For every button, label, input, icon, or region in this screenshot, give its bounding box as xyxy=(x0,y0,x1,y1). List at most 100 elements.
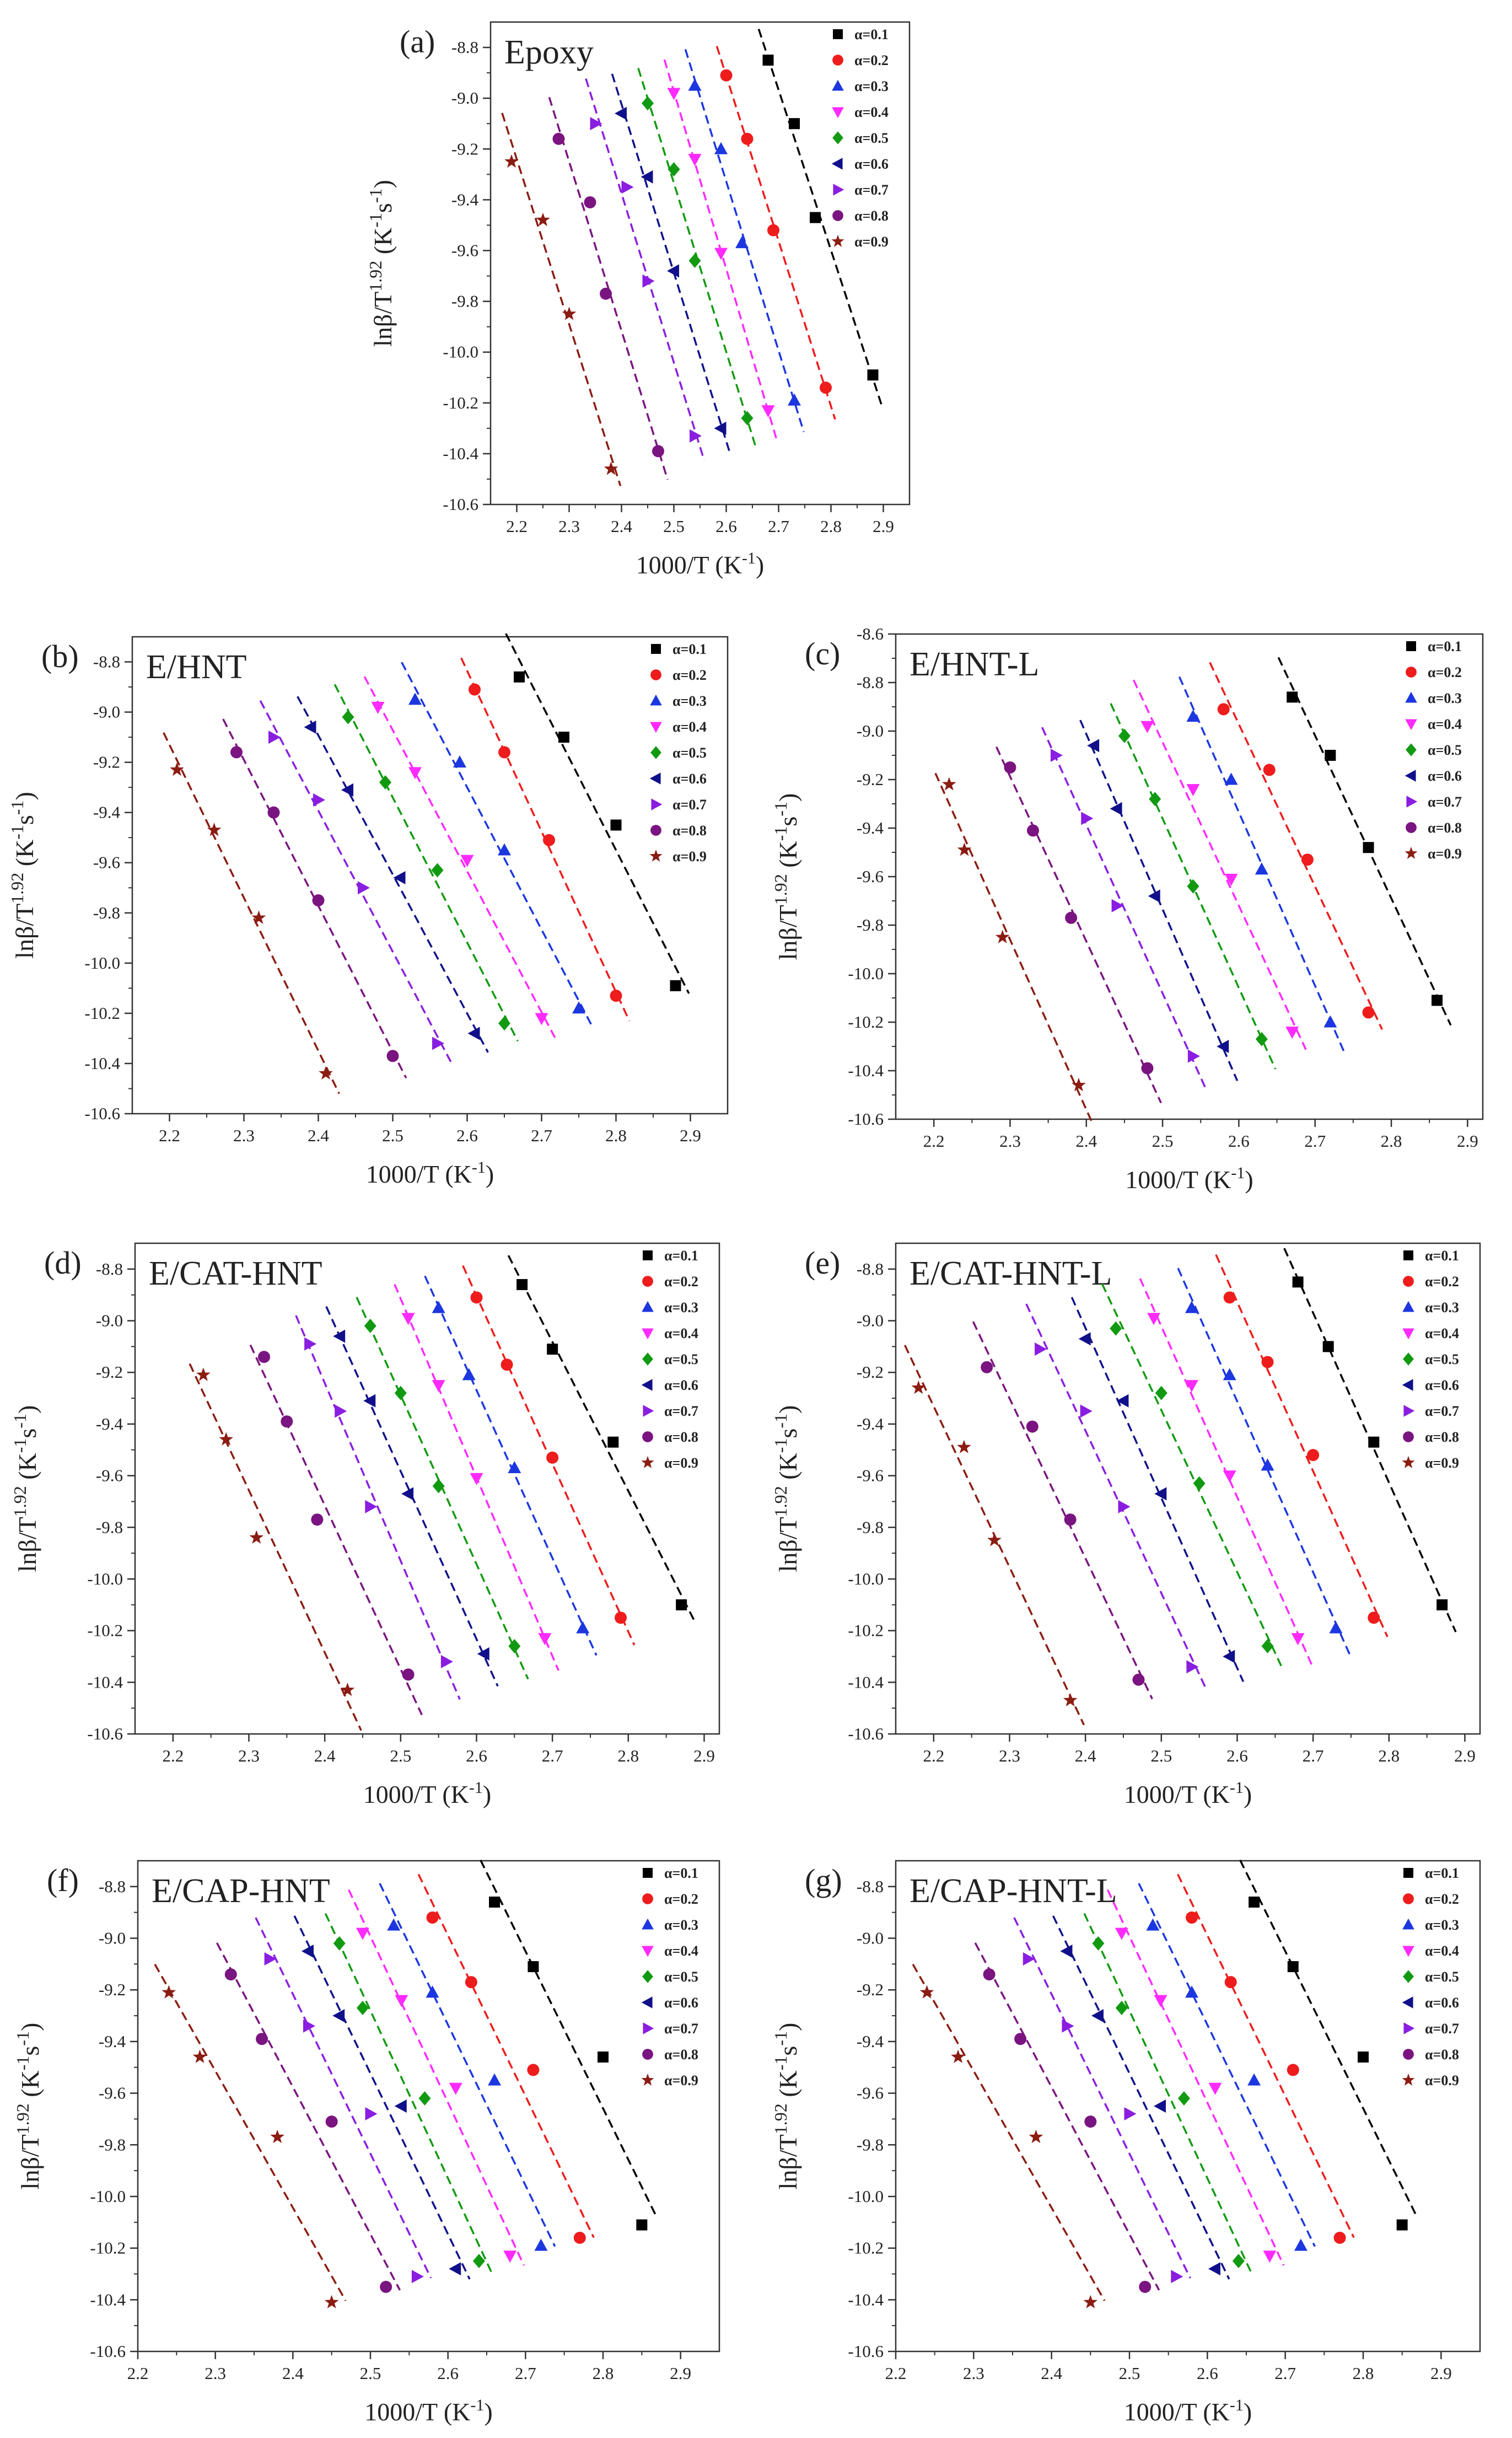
data-point xyxy=(1004,761,1016,774)
data-point xyxy=(534,2238,548,2251)
data-point xyxy=(503,2251,517,2263)
y-axis-label-mid: (K xyxy=(774,1453,802,1486)
x-axis-label-end: ) xyxy=(1244,1780,1252,1808)
data-point xyxy=(304,1337,317,1351)
data-point xyxy=(230,746,243,759)
data-point xyxy=(432,1037,444,1050)
fit-line xyxy=(1041,727,1208,1092)
y-tick-label: -10.0 xyxy=(90,2187,126,2206)
x-axis-label: 1000/T (K-1) xyxy=(363,1779,491,1808)
legend-label: α=0.8 xyxy=(664,2047,698,2063)
y-tick-label: -10.0 xyxy=(848,2187,884,2206)
data-point xyxy=(652,445,664,458)
data-point xyxy=(394,1386,407,1400)
data-point xyxy=(514,671,525,683)
fit-line xyxy=(293,1915,471,2280)
x-tick-label: 2.7 xyxy=(542,1746,563,1765)
legend-label: α=0.2 xyxy=(1428,664,1462,680)
legend-marker xyxy=(1402,1456,1415,1468)
data-point xyxy=(1232,2254,1245,2269)
fit-line xyxy=(255,1917,432,2279)
legend-label: α=0.5 xyxy=(672,745,707,761)
x-tick-label: 2.3 xyxy=(238,1746,260,1765)
data-point xyxy=(1186,710,1200,722)
y-tick-label: -9.0 xyxy=(451,88,478,108)
data-point xyxy=(498,1016,510,1031)
fit-line xyxy=(1177,1268,1350,1655)
x-tick-label: 2.5 xyxy=(1152,1131,1174,1151)
series-α=0.8 xyxy=(995,746,1162,1104)
y-tick-label: -10.4 xyxy=(87,1672,123,1691)
chart-panel-b: 2.2 2.3 2.4 2.5 2.6 2.7 2.8 2.9 -10.6 -10.4 -10.2 -… xyxy=(7,633,729,1188)
data-point xyxy=(379,775,391,790)
data-point xyxy=(489,1896,501,1908)
fit-line xyxy=(324,1913,494,2276)
series-α=0.1 xyxy=(1283,1248,1457,1633)
x-tick-label: 2.5 xyxy=(1119,2364,1140,2383)
data-point xyxy=(270,2129,285,2144)
data-point xyxy=(1026,824,1039,837)
legend-label: α=0.5 xyxy=(1425,1351,1459,1367)
y-tick-label: -10.4 xyxy=(848,1061,884,1080)
legend-label: α=0.5 xyxy=(1428,742,1462,758)
y-axis-label-main: lnβ/T xyxy=(16,2134,44,2189)
legend-marker xyxy=(831,234,844,247)
x-tick-label: 2.3 xyxy=(963,2364,984,2383)
data-point xyxy=(411,2270,424,2284)
data-point xyxy=(584,196,596,208)
series-α=0.2 xyxy=(1209,662,1384,1030)
data-point xyxy=(1147,1313,1161,1325)
series-α=0.8 xyxy=(216,1942,401,2293)
y-tick-label: -9.2 xyxy=(857,770,884,789)
x-axis-label-main: 1000/T (K xyxy=(636,551,742,579)
x-tick-label: 2.7 xyxy=(531,1126,552,1145)
x-axis-label: 1000/T (K-1) xyxy=(364,2396,492,2426)
data-point xyxy=(741,411,754,426)
legend-marker xyxy=(1403,1431,1414,1442)
data-point xyxy=(453,755,466,768)
series-α=0.7 xyxy=(255,1917,432,2284)
x-tick-label: 2.4 xyxy=(611,517,632,536)
y-tick-label: -9.6 xyxy=(857,2083,884,2103)
data-point xyxy=(810,212,821,223)
y-tick-label: -10.6 xyxy=(90,2342,126,2361)
data-point xyxy=(1223,1291,1236,1304)
legend-marker xyxy=(1402,1946,1414,1957)
data-point xyxy=(251,910,266,924)
data-point xyxy=(498,746,510,759)
legend-label: α=0.7 xyxy=(1428,794,1462,810)
series-α=0.5 xyxy=(333,684,519,1042)
panel-label: (d) xyxy=(44,1245,82,1281)
legend-marker xyxy=(1402,1328,1414,1340)
legend-marker xyxy=(641,1456,654,1468)
data-point xyxy=(1261,1458,1274,1471)
legend-marker xyxy=(650,694,662,706)
legend-label: α=0.6 xyxy=(1425,1377,1459,1393)
legend-marker xyxy=(1403,1970,1414,1983)
y-tick-label: -9.0 xyxy=(96,1311,123,1330)
series-α=0.5 xyxy=(1101,1283,1282,1667)
data-point xyxy=(401,1313,415,1325)
y-axis-label-sup: -1 xyxy=(7,825,27,840)
series-α=0.1 xyxy=(505,633,690,994)
data-point xyxy=(1263,764,1276,776)
y-tick-label: -10.0 xyxy=(848,964,884,983)
legend-marker xyxy=(650,722,662,733)
data-point xyxy=(642,96,654,111)
y-tick-label: -8.6 xyxy=(857,624,884,643)
data-point xyxy=(1065,911,1078,924)
data-point xyxy=(1110,1321,1122,1336)
x-tick-label: 2.6 xyxy=(466,1746,487,1765)
y-axis-label-mid: (K xyxy=(774,841,802,874)
series-α=0.3 xyxy=(1178,676,1345,1052)
y-tick-label: -10.2 xyxy=(848,2238,884,2258)
series-α=0.4 xyxy=(348,1889,525,2266)
data-point xyxy=(426,1911,439,1924)
legend-label: α=0.3 xyxy=(1425,1299,1459,1315)
data-point xyxy=(1263,2251,1277,2263)
legend-marker xyxy=(832,107,844,119)
y-axis-label-end: ) xyxy=(16,2023,44,2031)
data-point xyxy=(1224,873,1238,886)
series-α=0.5 xyxy=(1083,1913,1253,2276)
data-point xyxy=(1362,1006,1375,1019)
